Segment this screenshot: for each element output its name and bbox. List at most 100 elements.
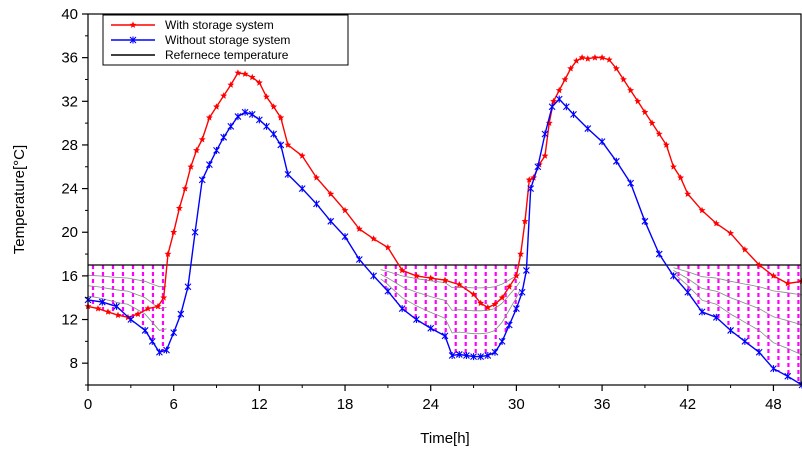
data-point-with-storage [384,243,392,251]
data-point-without-storage [277,141,285,149]
data-point-with-storage [170,228,178,236]
data-point-without-storage [548,103,556,111]
data-point-without-storage [641,217,649,225]
data-point-with-storage [677,174,684,181]
data-point-with-storage [530,174,537,181]
hatch-layer [91,264,800,383]
data-point-without-storage [670,272,677,280]
data-point-without-storage [741,337,749,345]
data-point-without-storage [127,316,135,324]
y-tick-label: 32 [61,93,78,110]
data-point-without-storage [370,272,377,280]
data-point-with-storage [634,97,642,105]
data-point-without-storage [220,133,228,141]
reference-layer [87,264,802,356]
legend-marker-with-storage [129,21,137,28]
data-point-without-storage [213,146,220,154]
data-point-without-storage [523,266,530,274]
data-point-with-storage [484,303,492,311]
data-point-with-storage [498,294,506,301]
tick-layer: 0 6 12 18 24 30 36 42 48 8 12 16 20 24 28 32 36 40 [61,6,781,413]
data-point-with-storage [341,206,349,214]
data-point-with-storage [241,70,249,77]
data-point-with-storage [355,225,363,232]
legend-label-with-storage: With storage system [165,18,274,32]
data-point-with-storage [441,276,449,284]
data-point-with-storage [612,65,620,72]
data-point-without-storage [148,337,156,345]
x-tick-label: 24 [422,396,439,413]
data-point-with-storage [160,294,168,301]
data-point-without-storage [562,103,570,111]
data-point-without-storage [170,329,178,337]
data-point-with-storage [206,114,213,121]
data-point-with-storage [284,141,292,148]
data-point-with-storage [578,54,586,61]
data-point-with-storage [234,69,242,76]
data-point-without-storage [463,352,470,360]
data-point-with-storage [662,141,670,148]
data-point-with-storage [598,54,606,61]
fill-contour-line [380,278,521,335]
data-point-with-storage [741,246,749,253]
data-point-without-storage [470,353,477,361]
data-point-with-storage [181,185,189,192]
data-point-with-storage [176,204,183,212]
data-point-with-storage [550,97,557,105]
legend: With storage system Without storage syst… [102,14,349,66]
legend-marker-without-storage [129,36,137,44]
y-tick-label: 8 [70,355,78,372]
data-point-without-storage [98,298,106,306]
data-point-with-storage [655,130,663,137]
legend-item-without-storage: Without storage system [111,33,290,47]
data-point-with-storage [277,114,285,121]
data-point-with-storage [327,190,335,197]
data-point-without-storage [177,310,185,318]
y-axis-title: Temperature[°C] [11,145,28,254]
y-tick-label: 40 [61,6,78,23]
data-point-with-storage [698,206,706,214]
data-point-without-storage [491,348,499,356]
data-point-without-storage [455,350,463,358]
data-point-with-storage [620,75,627,83]
data-point-with-storage [227,81,235,88]
data-point-without-storage [191,228,199,236]
data-point-without-storage [198,176,206,184]
data-point-without-storage [712,313,720,321]
data-point-with-storage [134,310,142,317]
y-tick-label: 12 [61,312,78,329]
data-point-with-storage [784,279,792,287]
fill-contour-line [87,295,167,331]
data-point-without-storage [384,287,392,295]
data-point-without-storage [441,332,449,340]
fill-contour-line [87,274,167,288]
series-line-without-storage [87,98,802,386]
data-point-with-storage [144,305,152,312]
x-tick-label: 42 [679,396,696,413]
y-tick-label: 36 [61,50,78,67]
data-point-with-storage [470,290,477,298]
data-point-with-storage [712,219,720,227]
data-point-with-storage [270,103,278,110]
data-point-with-storage [298,152,306,159]
data-point-with-storage [220,92,228,99]
fill-contour-line [673,270,802,326]
data-point-without-storage [698,308,706,316]
data-point-with-storage [248,73,256,81]
data-point-without-storage [156,348,163,356]
data-point-with-storage [555,86,563,94]
data-point-with-storage [413,272,420,279]
data-point-without-storage [484,352,492,360]
data-point-without-storage [234,113,242,121]
legend-label-reference: Refernece temperature [165,48,289,62]
data-point-with-storage [684,190,692,197]
data-point-without-storage [255,116,263,124]
data-point-with-storage [263,93,270,100]
data-point-with-storage [505,283,513,290]
data-point-with-storage [94,305,102,312]
data-point-without-storage [448,352,456,360]
x-axis-title: Time[h] [420,430,469,447]
data-point-without-storage [113,302,120,310]
y-tick-label: 28 [61,137,78,154]
